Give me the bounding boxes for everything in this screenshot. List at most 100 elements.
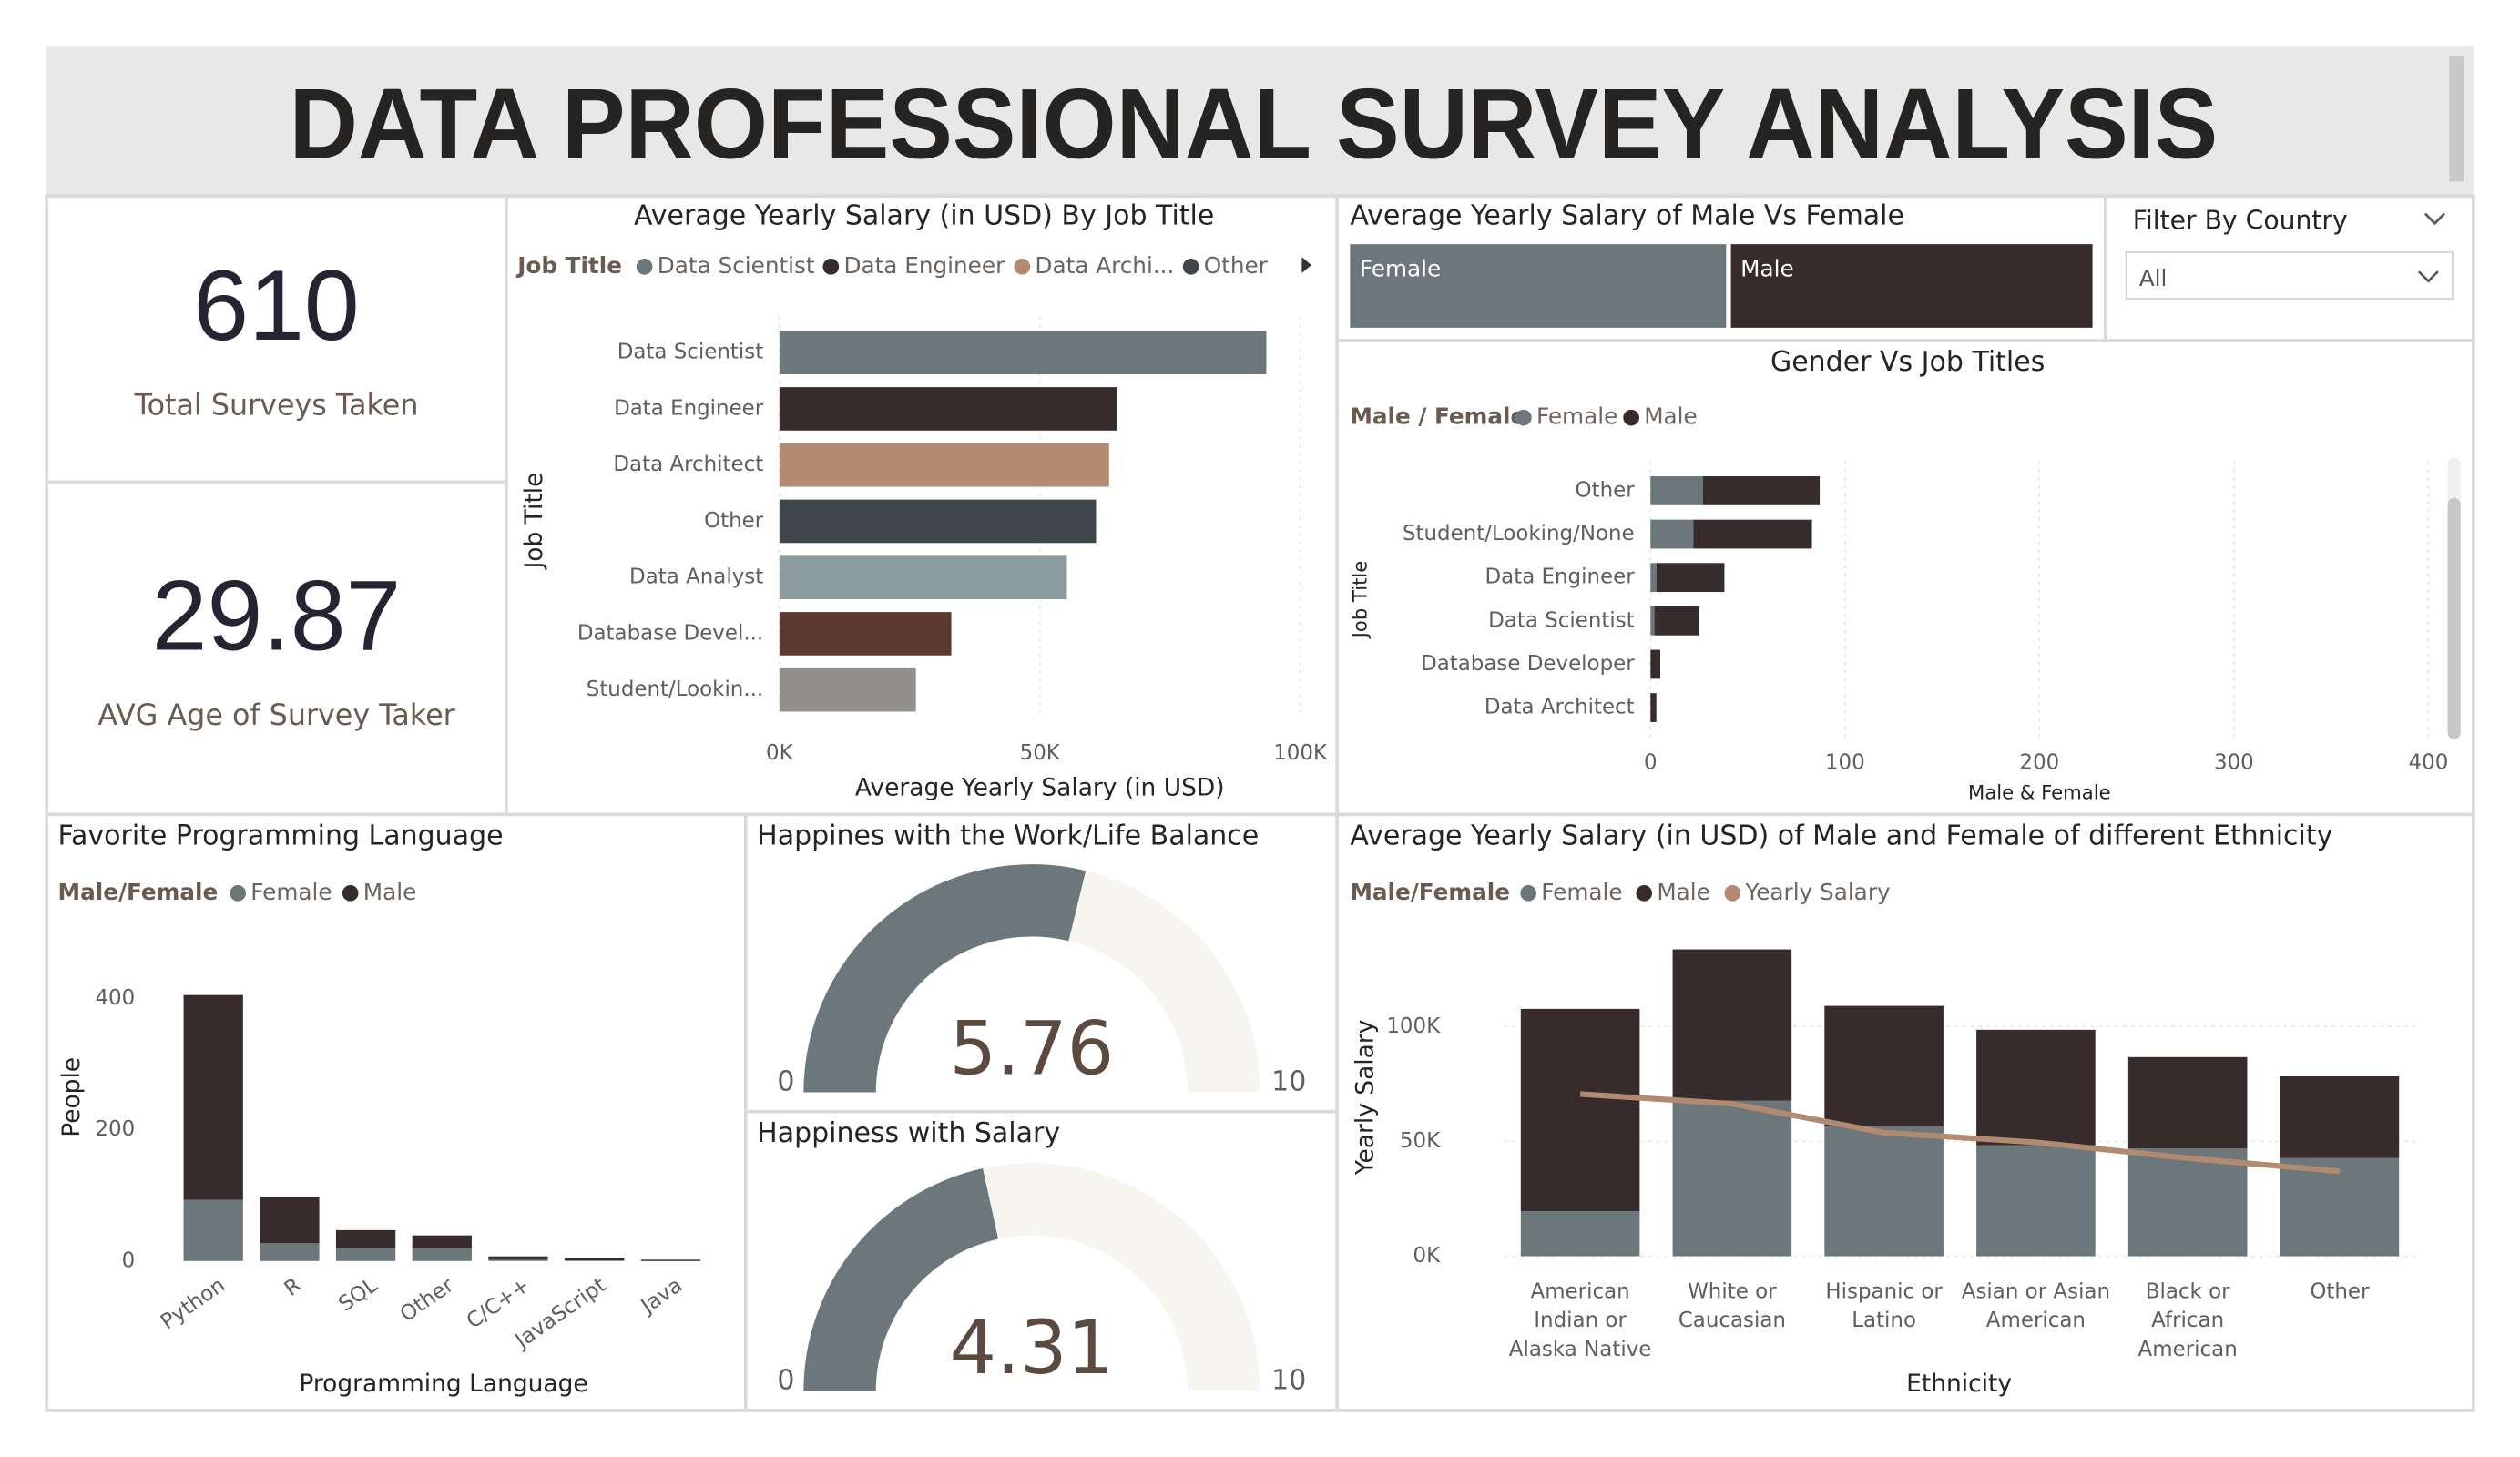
x-tick-label-box: Asian or Asian American (1961, 1279, 2111, 1334)
bar-segment (1824, 1005, 1944, 1126)
y-tick-label: Other (704, 509, 764, 533)
y-tick-label: 200 (95, 1117, 135, 1141)
y-tick-label: Database Devel... (577, 621, 763, 645)
dropdown-chevron[interactable] (2417, 270, 2439, 283)
line (1579, 1091, 2341, 1175)
bar-segment (1976, 1145, 2096, 1257)
y-tick-label: Data Engineer (1485, 565, 1636, 589)
legend-swatch (1520, 884, 1537, 902)
chart-title: Favorite Programming Language (58, 820, 504, 852)
bar-segment (1976, 1029, 2096, 1146)
x-tick-label-box: Hispanic or Latino (1825, 1279, 1943, 1334)
bar-segment (1672, 1100, 1792, 1257)
legend-swatch (1182, 259, 1199, 275)
legend-swatch (1623, 409, 1639, 426)
x-tick-label: 50K (1020, 741, 1061, 765)
x-tick-label: 200 (2019, 750, 2059, 774)
y-axis-label: People (57, 1057, 86, 1137)
x-axis-label: Average Yearly Salary (in USD) (855, 774, 1225, 802)
x-tick-label-box: White or Caucasian (1678, 1279, 1786, 1334)
filter-collapse[interactable] (2423, 212, 2445, 226)
chart-title: Happiness with Salary (757, 1117, 1060, 1149)
x-tick-label: Hispanic or Latino (1825, 1279, 1943, 1334)
x-tick-label-box: Black or African American (2137, 1279, 2238, 1362)
dashboard-title: DATA PROFESSIONAL SURVEY ANALYSIS (290, 69, 2219, 180)
bar (779, 555, 1067, 599)
y-tick-label: 100K (1386, 1014, 1441, 1038)
bar-segment (2280, 1157, 2400, 1257)
y-tick-label: Data Architect (613, 453, 763, 476)
bar-segment (488, 1259, 548, 1261)
title-banner (46, 46, 2474, 195)
y-tick-label: Data Scientist (1488, 608, 1634, 632)
gauge-max: 10 (1271, 1365, 1306, 1397)
y-tick-label: Student/Lookin... (587, 678, 763, 701)
legend-label: Male (1644, 403, 1697, 430)
chart-title: Happines with the Work/Life Balance (757, 820, 1259, 852)
filter-title: Filter By Country (2133, 205, 2348, 235)
bar (1730, 244, 2093, 328)
legend-next[interactable] (1301, 257, 1311, 273)
bar-segment (565, 1258, 625, 1261)
scroll-thumb[interactable] (2447, 497, 2461, 739)
chart-title: Average Yearly Salary (in USD) By Job Ti… (634, 200, 1214, 232)
legend-swatch (636, 259, 653, 275)
bar-segment (1520, 1008, 1640, 1212)
bar (779, 612, 952, 656)
bar-segment (2127, 1056, 2248, 1149)
bar-segment (260, 1197, 320, 1244)
x-tick-label: 100 (1825, 750, 1865, 774)
gauge-min: 0 (777, 1365, 794, 1397)
bar-segment (1650, 476, 1703, 505)
bar-segment (335, 1229, 396, 1248)
bar-segment (565, 1260, 625, 1261)
x-tick-label: Other (2310, 1279, 2370, 1305)
legend-title: Male/Female (1350, 879, 1510, 905)
legend-swatch (342, 884, 359, 902)
bar-segment (1654, 606, 1699, 636)
x-tick-label: Asian or Asian American (1961, 1279, 2111, 1334)
bar-segment (1650, 563, 1657, 593)
x-axis-label: Programming Language (299, 1370, 587, 1398)
bar (779, 387, 1117, 431)
x-tick-label: White or Caucasian (1678, 1279, 1786, 1334)
y-tick-label: Student/Looking/None (1403, 522, 1635, 545)
x-axis-label: Ethnicity (1906, 1370, 2012, 1398)
legend-label: Data Scientist (658, 252, 815, 279)
legend-title: Male / Female (1350, 403, 1525, 430)
bar-segment (1672, 949, 1792, 1101)
x-axis-label: Male & Female (1968, 780, 2111, 803)
bar-segment (1702, 476, 1821, 505)
y-tick-label: Data Analyst (629, 565, 763, 589)
bar-segment (260, 1243, 320, 1261)
gauge-min: 0 (777, 1065, 794, 1097)
x-tick-label-box: American Indian or Alaska Native (1508, 1279, 1652, 1362)
bar-segment (640, 1259, 701, 1261)
bar-segment (412, 1235, 472, 1248)
bar-segment (183, 1199, 243, 1261)
kpi-value: 610 (193, 250, 360, 362)
x-tick-label: 0 (1644, 750, 1658, 774)
y-tick-label: Database Developer (1421, 652, 1635, 676)
gauge-label: 5.76 (950, 1007, 1115, 1093)
legend-label: Female (1536, 403, 1617, 430)
legend-swatch (1724, 884, 1741, 902)
y-tick-label: Other (1576, 478, 1636, 502)
x-tick-label: 0K (766, 741, 794, 765)
bar-segment (1650, 519, 1694, 549)
x-tick-label: American Indian or Alaska Native (1508, 1279, 1652, 1362)
legend-swatch (822, 259, 840, 275)
bar-segment (488, 1256, 548, 1260)
x-tick-label: 100K (1273, 741, 1328, 765)
x-tick-label: Black or African American (2137, 1279, 2238, 1362)
bar (779, 499, 1097, 544)
y-tick-label: Data Architect (1484, 696, 1635, 719)
bar (779, 667, 916, 712)
legend-label: Data Engineer (843, 252, 1005, 279)
y-tick-label: Data Scientist (617, 341, 763, 364)
country-dropdown[interactable] (2125, 251, 2454, 300)
x-tick-label-box: Other (2310, 1279, 2370, 1305)
bar-segment (2127, 1148, 2248, 1257)
